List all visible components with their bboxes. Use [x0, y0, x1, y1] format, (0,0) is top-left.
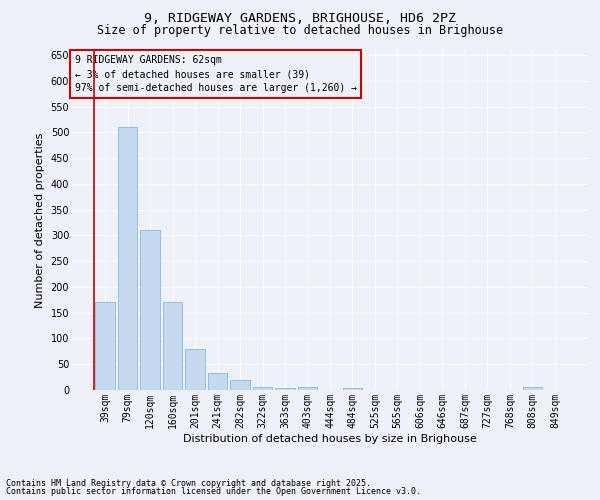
Bar [163, 302, 182, 390]
Bar [253, 388, 272, 390]
Bar [185, 349, 205, 390]
Text: 9, RIDGEWAY GARDENS, BRIGHOUSE, HD6 2PZ: 9, RIDGEWAY GARDENS, BRIGHOUSE, HD6 2PZ [144, 12, 456, 26]
Bar [343, 388, 362, 390]
Text: Contains HM Land Registry data © Crown copyright and database right 2025.: Contains HM Land Registry data © Crown c… [6, 478, 371, 488]
Bar [95, 302, 115, 390]
Text: 9 RIDGEWAY GARDENS: 62sqm
← 3% of detached houses are smaller (39)
97% of semi-d: 9 RIDGEWAY GARDENS: 62sqm ← 3% of detach… [74, 55, 356, 93]
Bar [230, 380, 250, 390]
Bar [140, 230, 160, 390]
Text: Contains public sector information licensed under the Open Government Licence v3: Contains public sector information licen… [6, 487, 421, 496]
X-axis label: Distribution of detached houses by size in Brighouse: Distribution of detached houses by size … [183, 434, 477, 444]
Bar [208, 373, 227, 390]
Bar [523, 388, 542, 390]
Bar [298, 388, 317, 390]
Bar [275, 388, 295, 390]
Bar [118, 128, 137, 390]
Y-axis label: Number of detached properties: Number of detached properties [35, 132, 45, 308]
Text: Size of property relative to detached houses in Brighouse: Size of property relative to detached ho… [97, 24, 503, 37]
